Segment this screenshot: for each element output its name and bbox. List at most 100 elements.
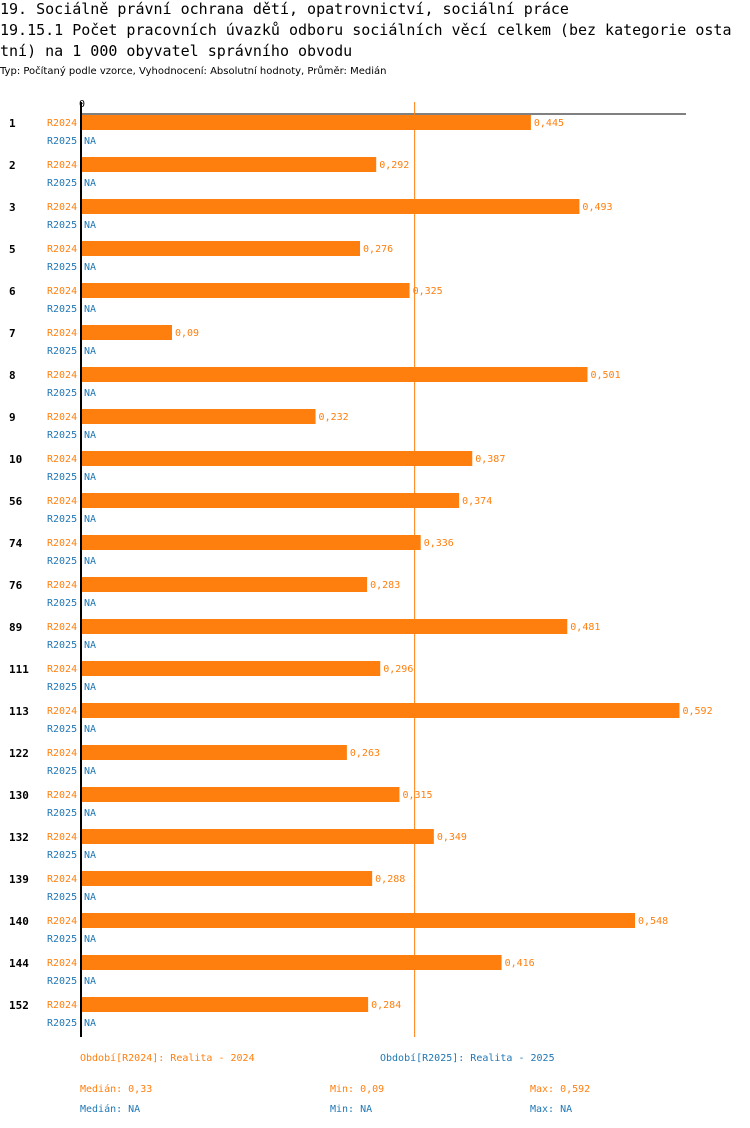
stat-min-2024: Min: 0,09 (330, 1084, 385, 1095)
series-label-r2024: R2024 (47, 328, 77, 339)
bar-r2024 (81, 325, 172, 340)
series-label-r2025: R2025 (47, 598, 77, 609)
series-label-r2024: R2024 (47, 496, 77, 507)
category-label: 139 (9, 873, 29, 886)
bar-r2024 (81, 577, 368, 592)
bar-r2024 (81, 661, 381, 676)
series-label-r2024: R2024 (47, 370, 77, 381)
data-label-r2024: 0,493 (582, 202, 612, 213)
category-label: 7 (9, 327, 16, 340)
data-label-r2025: NA (84, 724, 96, 735)
series-label-r2025: R2025 (47, 640, 77, 651)
series-label-r2024: R2024 (47, 748, 77, 759)
data-label-r2024: 0,374 (462, 496, 492, 507)
category-label: 89 (9, 621, 22, 634)
series-label-r2024: R2024 (47, 622, 77, 633)
data-label-r2025: NA (84, 640, 96, 651)
data-label-r2025: NA (84, 304, 96, 315)
bar-r2024 (81, 157, 377, 172)
series-label-r2025: R2025 (47, 934, 77, 945)
bar-r2024 (81, 787, 400, 802)
bar-r2024 (81, 955, 502, 970)
series-label-r2025: R2025 (47, 472, 77, 483)
bar-r2024 (81, 703, 680, 718)
category-label: 6 (9, 285, 16, 298)
data-label-r2025: NA (84, 262, 96, 273)
stat-max-2025: Max: NA (530, 1104, 573, 1115)
data-label-r2025: NA (84, 892, 96, 903)
series-label-r2024: R2024 (47, 916, 77, 927)
data-label-r2024: 0,481 (570, 622, 600, 633)
series-label-r2024: R2024 (47, 832, 77, 843)
category-label: 113 (9, 705, 29, 718)
series-label-r2024: R2024 (47, 958, 77, 969)
series-label-r2025: R2025 (47, 976, 77, 987)
series-label-r2025: R2025 (47, 724, 77, 735)
stat-median-2025: Medián: NA (80, 1104, 141, 1115)
data-label-r2025: NA (84, 766, 96, 777)
series-label-r2025: R2025 (47, 346, 77, 357)
series-label-r2024: R2024 (47, 706, 77, 717)
data-label-r2024: 0,501 (591, 370, 621, 381)
data-label-r2025: NA (84, 346, 96, 357)
stat-min-2025: Min: NA (330, 1104, 373, 1115)
series-label-r2024: R2024 (47, 538, 77, 549)
series-label-r2024: R2024 (47, 790, 77, 801)
category-label: 140 (9, 915, 29, 928)
data-label-r2024: 0,232 (319, 412, 349, 423)
series-label-r2025: R2025 (47, 892, 77, 903)
bar-r2024 (81, 829, 434, 844)
data-label-r2024: 0,288 (375, 874, 405, 885)
data-label-r2025: NA (84, 388, 96, 399)
series-label-r2025: R2025 (47, 220, 77, 231)
data-label-r2024: 0,349 (437, 832, 467, 843)
chart-title-line-1: 19. Sociálně právní ochrana dětí, opatro… (0, 0, 569, 18)
bar-r2024 (81, 535, 421, 550)
category-label: 111 (9, 663, 29, 676)
data-label-r2024: 0,276 (363, 244, 393, 255)
series-label-r2024: R2024 (47, 580, 77, 591)
category-label: 9 (9, 411, 16, 424)
data-label-r2025: NA (84, 556, 96, 567)
category-label: 5 (9, 243, 16, 256)
series-label-r2024: R2024 (47, 874, 77, 885)
series-label-r2024: R2024 (47, 118, 77, 129)
data-label-r2024: 0,284 (371, 1000, 401, 1011)
series-label-r2025: R2025 (47, 1018, 77, 1029)
data-label-r2024: 0,548 (638, 916, 668, 927)
data-label-r2024: 0,263 (350, 748, 380, 759)
data-label-r2024: 0,296 (383, 664, 413, 675)
bar-r2024 (81, 199, 580, 214)
series-label-r2024: R2024 (47, 1000, 77, 1011)
category-label: 2 (9, 159, 16, 172)
bar-r2024 (81, 283, 410, 298)
category-label: 8 (9, 369, 16, 382)
data-label-r2024: 0,592 (683, 706, 713, 717)
category-label: 74 (9, 537, 23, 550)
chart-subtitle: Typ: Počítaný podle vzorce, Vyhodnocení:… (0, 66, 387, 77)
bar-r2024 (81, 745, 347, 760)
data-label-r2025: NA (84, 682, 96, 693)
data-label-r2025: NA (84, 808, 96, 819)
stat-max-2024: Max: 0,592 (530, 1084, 591, 1095)
data-label-r2024: 0,445 (534, 118, 564, 129)
legend-r2024: Období[R2024]: Realita - 2024 (80, 1053, 255, 1064)
data-label-r2024: 0,325 (413, 286, 443, 297)
series-label-r2024: R2024 (47, 286, 77, 297)
category-label: 56 (9, 495, 23, 508)
series-label-r2024: R2024 (47, 244, 77, 255)
data-label-r2024: 0,336 (424, 538, 454, 549)
bar-r2024 (81, 619, 568, 634)
data-label-r2025: NA (84, 1018, 96, 1029)
chart-title-line-3: tní) na 1 000 obyvatel správního obvodu (0, 42, 353, 60)
data-label-r2025: NA (84, 934, 96, 945)
series-label-r2024: R2024 (47, 412, 77, 423)
series-label-r2025: R2025 (47, 136, 77, 147)
series-label-r2025: R2025 (47, 808, 77, 819)
series-label-r2025: R2025 (47, 430, 77, 441)
series-label-r2025: R2025 (47, 388, 77, 399)
bar-r2024 (81, 241, 361, 256)
bar-r2024 (81, 997, 369, 1012)
data-label-r2025: NA (84, 220, 96, 231)
data-label-r2025: NA (84, 430, 96, 441)
